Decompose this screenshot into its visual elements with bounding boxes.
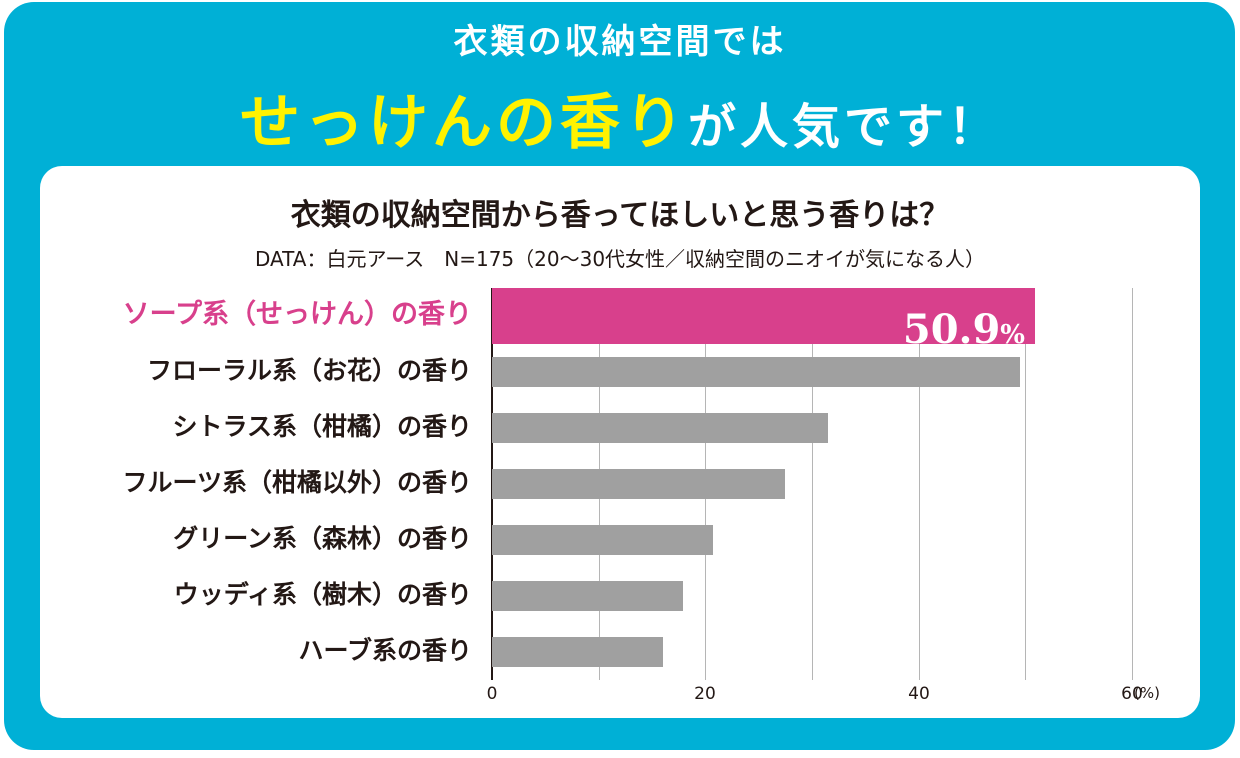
category-label: フルーツ系（柑橘以外）の香り (122, 468, 472, 497)
bar (492, 581, 683, 611)
bar (492, 469, 785, 499)
category-label: シトラス系（柑橘）の香り (172, 412, 472, 441)
gridline (1025, 288, 1026, 680)
data-label: 50.9% (492, 302, 1025, 358)
bar (492, 288, 1035, 344)
headline-line1: 衣類の収納空間では (453, 22, 787, 62)
bar (492, 637, 663, 667)
data-label-unit: % (1000, 320, 1025, 350)
bar (492, 525, 713, 555)
headline-rest: が人気です！ (687, 99, 1000, 155)
x-tick-label: 0 (486, 684, 498, 704)
gridline (1132, 288, 1133, 680)
category-label: ハーブ系の香り (298, 636, 472, 665)
x-tick-label: 60 (1121, 684, 1143, 704)
category-label: ウッディ系（樹木）の香り (173, 580, 472, 609)
bar (492, 357, 1020, 387)
x-axis-unit: (%) (1134, 684, 1160, 702)
bar (492, 413, 828, 443)
chart-title: 衣類の収納空間から香ってほしいと思う香りは？ (290, 198, 950, 233)
x-tick-label: 40 (908, 684, 930, 704)
gridline (919, 288, 920, 680)
chart-subtitle: DATA：白元アース N=175（20〜30代女性／収納空間のニオイが気になる人… (254, 247, 986, 271)
category-label: ソープ系（せっけん）の香り (122, 299, 472, 330)
category-label: グリーン系（森林）の香り (173, 524, 472, 553)
x-tick-label: 20 (694, 684, 716, 704)
category-label: フローラル系（お花）の香り (146, 356, 472, 385)
gridline (812, 288, 813, 680)
headline-highlight: せっけんの香り (239, 88, 688, 158)
headline-line2: せっけんの香りが人気です！ (0, 74, 1240, 161)
data-label-value: 50.9 (902, 306, 1001, 353)
